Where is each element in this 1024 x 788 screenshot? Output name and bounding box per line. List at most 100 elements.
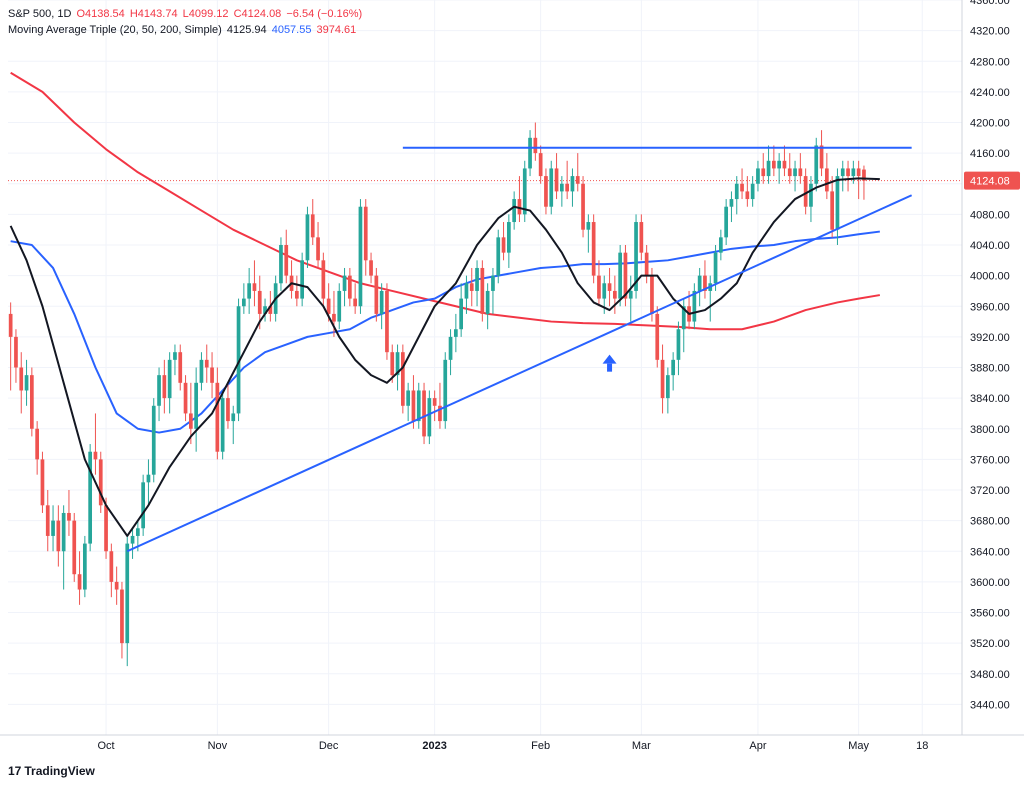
candle — [157, 367, 161, 422]
candle-body — [347, 275, 352, 299]
y-axis-labels: 3440.00 3480.00 3520.00 3560.00 3600.00 3640.… — [970, 0, 1010, 711]
candle-body — [416, 390, 421, 422]
candle-body — [713, 252, 718, 284]
candle — [612, 275, 617, 314]
candle — [830, 176, 835, 238]
candle — [745, 176, 750, 207]
candle — [862, 165, 866, 200]
candle-body — [819, 145, 824, 169]
candle-body — [703, 275, 707, 291]
candle — [263, 298, 267, 322]
y-tick-label: 3600.00 — [970, 577, 1010, 589]
y-tick-label: 4240.00 — [970, 87, 1010, 99]
candle-body — [506, 222, 511, 253]
candle-body — [35, 428, 40, 460]
candle — [432, 390, 437, 422]
candle — [565, 160, 570, 200]
candle-body — [77, 574, 82, 590]
candle — [40, 451, 45, 513]
candle — [215, 367, 220, 460]
candle — [506, 214, 511, 268]
candle — [559, 176, 564, 207]
candle — [77, 551, 82, 605]
candle-body — [252, 283, 257, 291]
candle-body — [183, 382, 188, 414]
candle-body — [459, 298, 464, 330]
candle — [332, 290, 336, 337]
candle — [151, 398, 156, 483]
y-tick-label: 4320.00 — [970, 26, 1010, 38]
candle-body — [485, 290, 490, 314]
candle-body — [358, 206, 363, 307]
tradingview-brand[interactable]: 17 TradingView — [8, 764, 95, 778]
candle — [98, 451, 103, 513]
candle-body — [517, 199, 522, 215]
x-tick-label: Mar — [632, 740, 651, 752]
candle-body — [98, 459, 103, 506]
legend-symbol[interactable]: S&P 500, 1D — [8, 8, 72, 20]
candle — [480, 260, 485, 322]
candle — [183, 375, 188, 422]
candle — [29, 367, 34, 437]
candle-body — [125, 543, 130, 644]
candle-body — [538, 153, 543, 177]
candle — [459, 283, 464, 337]
y-tick-label: 4000.00 — [970, 271, 1010, 283]
candle — [305, 206, 310, 268]
candle-body — [862, 169, 866, 181]
candle-body — [135, 528, 140, 536]
candle — [501, 222, 506, 261]
candle — [236, 298, 241, 422]
last-price-badge-bg — [964, 171, 1020, 190]
candle-body — [597, 275, 601, 299]
candle-body — [729, 199, 734, 207]
candle — [374, 267, 379, 322]
candle-body — [51, 520, 55, 536]
candle-body — [178, 352, 183, 383]
candle-body — [761, 168, 766, 177]
legend-ma-label[interactable]: Moving Average Triple (20, 50, 200, Simp… — [8, 24, 222, 36]
legend-row-price: S&P 500, 1D O4138.54 H4143.74 L4099.12 C… — [8, 6, 364, 22]
candle-body — [856, 168, 861, 177]
candle-body — [787, 168, 792, 177]
y-tick-label: 4080.00 — [970, 209, 1010, 221]
candle-body — [740, 183, 744, 192]
candle-body — [650, 275, 654, 314]
candle-body — [263, 306, 267, 314]
candle — [819, 130, 824, 177]
candle — [321, 252, 326, 307]
candle-body — [45, 505, 50, 536]
candle-body — [607, 283, 612, 291]
candle-body — [724, 206, 729, 238]
candle — [618, 245, 623, 307]
candle-body — [618, 252, 623, 299]
candle — [93, 413, 98, 475]
candles — [8, 122, 866, 667]
y-tick-label: 3560.00 — [970, 608, 1010, 620]
candle — [104, 497, 108, 559]
candle-body — [40, 459, 45, 506]
legend-row-ma: Moving Average Triple (20, 50, 200, Simp… — [8, 22, 364, 38]
candle-body — [512, 199, 517, 223]
candle — [162, 359, 167, 414]
candle-body — [109, 551, 114, 582]
candle — [851, 160, 856, 184]
candle-body — [432, 398, 437, 406]
candle — [284, 229, 289, 284]
legend-ma50: 4057.55 — [271, 24, 312, 36]
candle-body — [570, 176, 575, 192]
candle — [363, 199, 368, 276]
candle — [14, 329, 18, 383]
candle-body — [480, 267, 485, 314]
candle — [671, 352, 676, 391]
candle — [718, 229, 723, 261]
candle — [528, 130, 532, 177]
candle-body — [840, 168, 845, 177]
candle-body — [771, 160, 776, 169]
tradingview-logo-icon: 17 — [8, 764, 22, 778]
candle — [241, 283, 246, 314]
arrow-shaft — [607, 363, 613, 372]
candle — [130, 528, 135, 559]
